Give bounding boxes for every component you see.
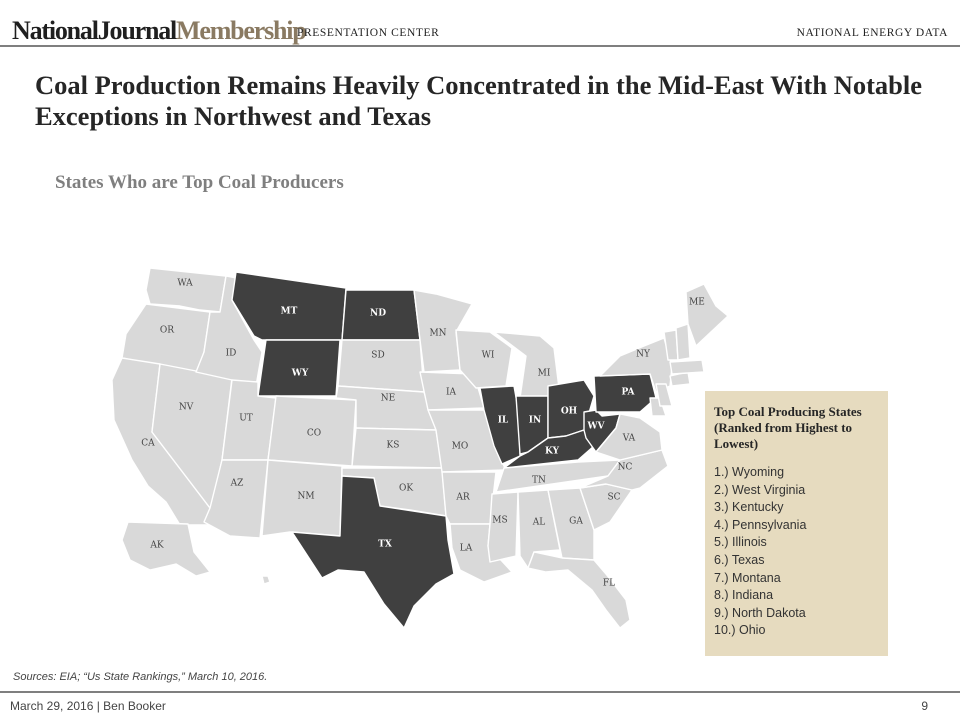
footer-date-author: March 29, 2016 | Ben Booker [10,699,166,713]
ranking-item: 5.) Illinois [714,535,767,550]
ranking-item: 10.) Ohio [714,623,766,638]
state-label-ms: MS [492,516,507,526]
ranking-item: 3.) Kentucky [714,500,784,515]
state-label-tx: TX [378,540,392,550]
footer-divider [0,691,960,693]
ranking-item: 4.) Pennsylvania [714,517,807,532]
state-ms [487,491,519,563]
state-label-ar: AR [455,493,469,503]
map-heading: States Who are Top Coal Producers [55,172,344,193]
state-label-oh: OH [561,407,578,417]
state-nh [675,323,691,361]
state-label-sc: SC [607,493,620,503]
state-ak [121,521,211,577]
ranking-list: 1.) Wyoming 2.) West Virginia 3.) Kentucky… [714,464,879,640]
state-label-ne: NE [381,394,395,404]
state-label-ny: NY [636,350,651,360]
state-label-or: OR [160,326,174,336]
state-label-mt: MT [281,307,298,317]
state-label-wy: WY [291,369,309,379]
state-ga [547,487,595,561]
state-label-co: CO [307,429,321,439]
state-label-ok: OK [399,484,413,494]
state-label-mn: MN [429,329,446,339]
state-label-wa: WA [177,279,193,289]
state-label-la: LA [460,544,473,554]
state-label-nc: NC [618,463,633,473]
state-label-ia: IA [446,388,457,398]
state-mt [231,271,347,341]
state-label-ks: KS [387,441,400,451]
ranking-panel: Top Coal Producing States (Ranked from H… [705,391,888,656]
ranking-item: 6.) Texas [714,552,765,567]
state-label-ak: AK [149,541,163,551]
header-section-label: PRESENTATION CENTER [297,27,440,39]
national-journal-logo: NationalJournalMembership [12,16,307,46]
state-label-ca: CA [141,439,155,449]
state-label-ut: UT [239,414,253,424]
state-label-nd: ND [370,309,386,319]
state-tx [291,475,455,629]
state-fl [527,551,631,629]
state-label-al: AL [532,518,545,528]
state-label-az: AZ [230,479,244,489]
ranking-item: 2.) West Virginia [714,482,806,497]
logo-national-text: NationalJournal [12,16,177,45]
state-label-id: ID [226,349,237,359]
state-ma [669,359,705,375]
sources-note: Sources: EIA; “Us State Rankings,” March… [13,671,268,683]
ranking-item: 1.) Wyoming [714,465,785,479]
state-label-mo: MO [452,442,469,452]
logo-membership-text: Membership [176,16,307,45]
state-label-nv: NV [179,403,194,413]
ranking-item: 8.) Indiana [714,588,774,603]
state-label-il: IL [498,416,509,426]
state-label-wv: WV [586,422,605,432]
state-label-in: IN [529,416,541,426]
state-va [595,413,663,461]
state-label-fl: FL [603,579,615,589]
state-il [479,385,521,465]
state-label-nm: NM [297,492,314,502]
state-label-ky: KY [545,447,560,457]
state-label-va: VA [622,434,636,444]
state-nj [655,383,673,407]
page-title: Coal Production Remains Heavily Concentr… [35,70,923,131]
header-divider [0,45,960,47]
ranking-title: Top Coal Producing States (Ranked from H… [714,404,862,451]
state-label-pa: PA [621,388,635,398]
state-label-mi: MI [538,369,551,379]
ranking-item: 7.) Montana [714,570,781,585]
state-label-tn: TN [532,476,546,486]
state-sd [337,339,425,393]
page-number: 9 [921,699,928,713]
ranking-item: 9.) North Dakota [714,605,806,620]
state-de [649,397,667,417]
state-label-me: ME [689,298,705,308]
state-label-wi: WI [482,351,495,361]
state-label-ga: GA [569,517,583,527]
state-label-sd: SD [371,351,384,361]
state-me [685,283,729,347]
state-hi [261,575,271,585]
header-right-label: NATIONAL ENERGY DATA [796,27,948,39]
